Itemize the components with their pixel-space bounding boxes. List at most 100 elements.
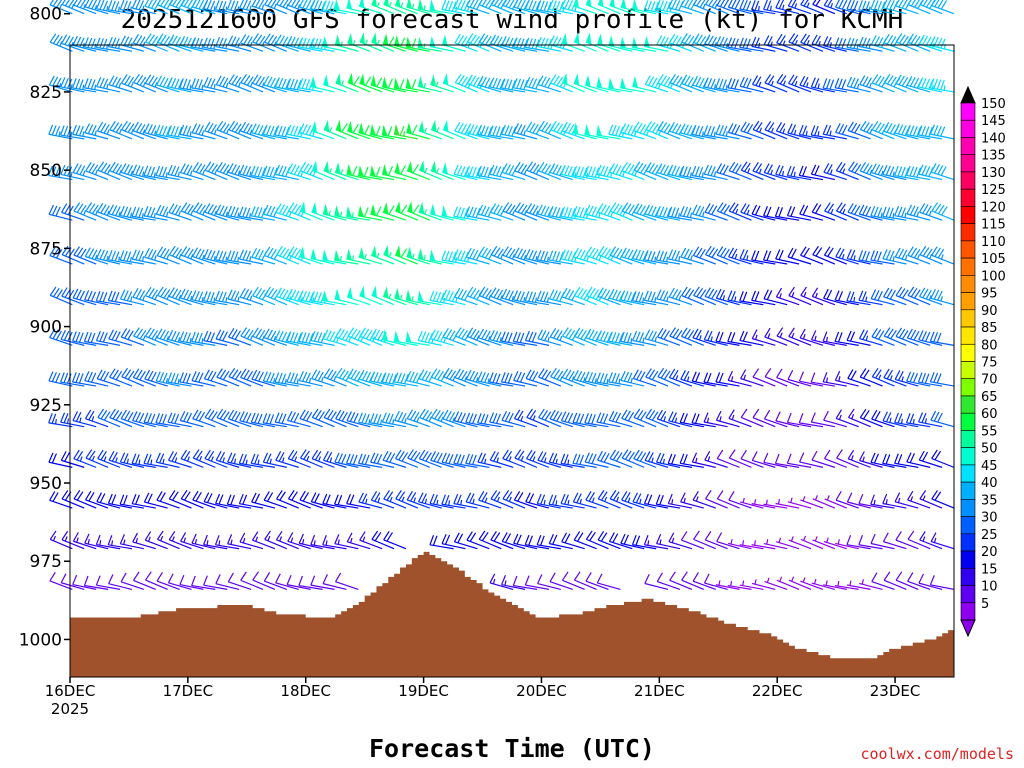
wind-barb-full bbox=[376, 372, 382, 383]
wind-barb-flag bbox=[597, 0, 604, 7]
wind-barb-full bbox=[651, 331, 657, 341]
wind-barb-full bbox=[934, 491, 942, 501]
wind-barb-full bbox=[924, 331, 931, 342]
wind-barb-full bbox=[95, 331, 101, 341]
wind-barb-full bbox=[322, 0, 327, 11]
wind-barb-full bbox=[182, 372, 188, 383]
wind-barb-full bbox=[882, 206, 887, 217]
wind-barb-full bbox=[392, 374, 397, 385]
wind-barb-full bbox=[835, 247, 842, 258]
wind-barb-flag bbox=[335, 119, 342, 133]
wind-barb-full bbox=[524, 249, 531, 259]
wind-barb-full bbox=[815, 247, 823, 257]
wind-barb-full bbox=[211, 164, 218, 174]
wind-barb-full bbox=[716, 490, 724, 500]
wind-barb-full bbox=[481, 76, 487, 87]
wind-barb-full bbox=[284, 126, 290, 137]
wind-barb-full bbox=[561, 571, 569, 581]
wind-barb-full bbox=[230, 164, 237, 174]
colorbar-label: 50 bbox=[981, 442, 998, 457]
colorbar-swatch bbox=[960, 567, 976, 586]
wind-barb-full bbox=[647, 494, 653, 505]
wind-barb-full bbox=[87, 290, 93, 301]
wind-barb-full bbox=[310, 330, 316, 341]
wind-barb-full bbox=[246, 371, 254, 381]
wind-barb-half bbox=[237, 6, 240, 12]
wind-barb-full bbox=[636, 122, 643, 133]
wind-barb-full bbox=[517, 492, 524, 502]
wind-barb-full bbox=[148, 75, 155, 85]
wind-barb-flag bbox=[573, 73, 580, 86]
wind-barb-full bbox=[633, 449, 640, 460]
wind-barb-full bbox=[847, 121, 854, 131]
wind-barb-full bbox=[704, 34, 711, 45]
wind-barb-half bbox=[770, 41, 773, 47]
wind-barb-full bbox=[102, 38, 108, 49]
wind-barb-full bbox=[198, 79, 203, 90]
wind-barb-half bbox=[583, 377, 586, 383]
wind-barb-full bbox=[755, 122, 763, 132]
wind-barb-flag bbox=[441, 205, 448, 218]
wind-barb-full bbox=[662, 251, 668, 262]
colorbar-swatch bbox=[960, 240, 976, 259]
wind-barb-half bbox=[238, 128, 242, 134]
wind-barb-full bbox=[596, 573, 603, 584]
colorbar-swatch bbox=[960, 309, 976, 328]
wind-barb-full bbox=[219, 163, 227, 173]
wind-barb-shaft bbox=[657, 581, 681, 590]
wind-barb-full bbox=[146, 413, 152, 424]
wind-barb-full bbox=[519, 372, 526, 383]
wind-barb-full bbox=[902, 35, 909, 45]
wind-barb-full bbox=[537, 329, 543, 339]
wind-barb-half bbox=[758, 81, 762, 87]
wind-barb-full bbox=[563, 454, 569, 465]
wind-barb-full bbox=[668, 0, 674, 9]
wind-barb-full bbox=[473, 289, 480, 299]
wind-barb-shaft bbox=[764, 336, 788, 346]
wind-barb-full bbox=[885, 250, 891, 260]
wind-barb-full bbox=[228, 120, 236, 131]
wind-barb-full bbox=[933, 78, 938, 89]
wind-barb-shaft bbox=[275, 582, 299, 590]
wind-barb-full bbox=[699, 36, 707, 46]
wind-barb-full bbox=[675, 36, 682, 46]
wind-barb-full bbox=[72, 288, 79, 299]
wind-barb-full bbox=[370, 491, 378, 501]
wind-barb-full bbox=[481, 287, 489, 298]
colorbar-swatch bbox=[960, 430, 976, 448]
wind-barb-full bbox=[692, 490, 699, 501]
wind-barb-full bbox=[679, 453, 685, 464]
wind-barb-full bbox=[505, 450, 513, 461]
wind-barb-full bbox=[710, 166, 716, 176]
wind-barb-full bbox=[67, 36, 74, 47]
wind-barb-shaft bbox=[776, 335, 800, 346]
wind-barb-full bbox=[916, 167, 922, 178]
wind-barb-full bbox=[928, 126, 933, 137]
wind-barb-full bbox=[563, 207, 569, 218]
wind-barb-full bbox=[445, 329, 453, 339]
wind-barb-full bbox=[175, 0, 182, 8]
wind-barb-half bbox=[389, 496, 393, 502]
wind-barb-full bbox=[549, 572, 556, 582]
wind-barb-full bbox=[814, 165, 820, 176]
wind-barb-full bbox=[746, 124, 754, 134]
wind-barb-full bbox=[444, 453, 451, 464]
wind-barb-half bbox=[868, 6, 871, 12]
wind-barb-full bbox=[707, 35, 714, 46]
wind-barb-flag bbox=[406, 246, 413, 259]
x-tick-label: 19DEC bbox=[398, 682, 449, 700]
wind-barb-full bbox=[463, 208, 469, 219]
wind-barb-full bbox=[707, 78, 713, 88]
wind-barb-full bbox=[666, 207, 672, 218]
wind-barb-full bbox=[162, 166, 167, 177]
wind-barb-full bbox=[469, 288, 477, 298]
wind-barb-full bbox=[124, 122, 132, 132]
x-tick-sublabel: 2025 bbox=[51, 700, 89, 718]
wind-barb-full bbox=[460, 0, 466, 10]
wind-barb-half bbox=[54, 418, 57, 425]
wind-barb-full bbox=[731, 124, 737, 134]
wind-barb-half bbox=[730, 581, 733, 587]
wind-barb-full bbox=[531, 332, 537, 343]
wind-barb-full bbox=[278, 413, 284, 424]
